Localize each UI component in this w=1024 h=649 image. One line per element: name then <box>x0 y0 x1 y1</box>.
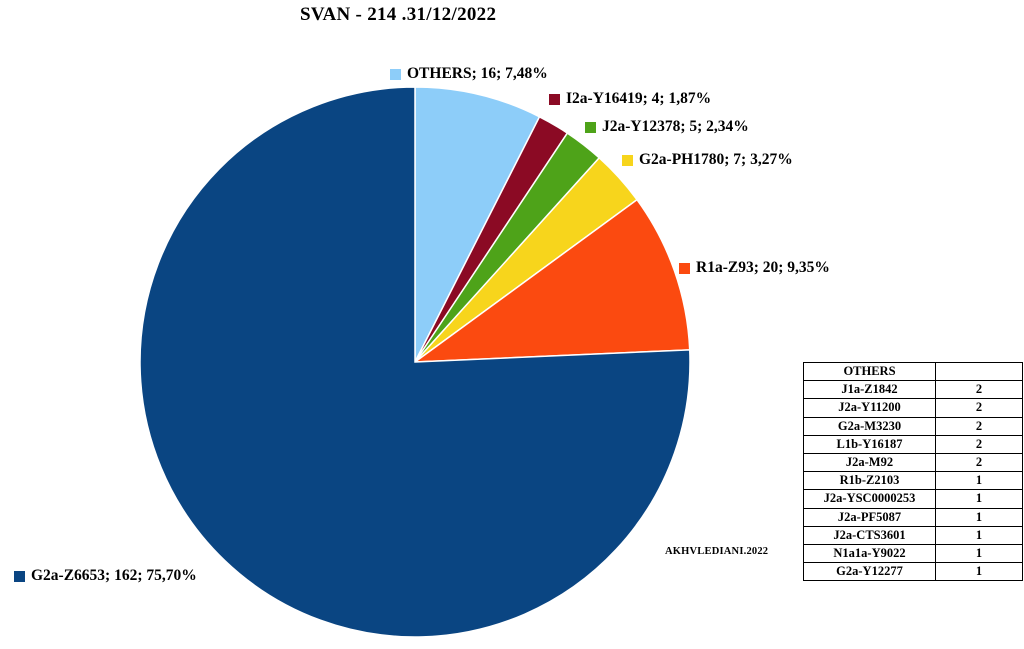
table-cell-name: J2a-Y11200 <box>803 398 936 418</box>
table-cell-count: 1 <box>935 525 1023 545</box>
table-cell-count: 1 <box>935 543 1023 564</box>
others-table-header: OTHERS <box>803 361 1023 382</box>
table-cell-count: 1 <box>935 507 1023 527</box>
legend-swatch <box>14 570 25 582</box>
table-row: J2a-YSC0000253 1 <box>803 489 1023 509</box>
pie-slice-g2a-z6653 <box>139 86 691 638</box>
table-cell-name: J2a-CTS3601 <box>803 525 936 545</box>
table-cell-name: L1b-Y16187 <box>803 434 936 454</box>
others-header-label: OTHERS <box>803 361 936 382</box>
data-label-g2a-ph1780: G2a-PH1780; 7; 3,27% <box>622 151 793 169</box>
watermark: AKHVLEDIANI.2022 <box>665 546 769 557</box>
legend-swatch <box>549 93 560 105</box>
data-label-r1a-z93: R1a-Z93; 20; 9,35% <box>679 259 830 277</box>
legend-swatch <box>679 262 690 274</box>
table-row: J2a-CTS3601 1 <box>803 525 1023 545</box>
table-row: J2a-M92 2 <box>803 452 1023 473</box>
table-row: N1a1a-Y9022 1 <box>803 543 1023 564</box>
data-label-text: J2a-Y12378; 5; 2,34% <box>602 118 749 135</box>
table-cell-count: 2 <box>935 434 1023 454</box>
others-header-value <box>935 361 1023 382</box>
table-cell-name: J1a-Z1842 <box>803 380 936 400</box>
table-row: G2a-M3230 2 <box>803 416 1023 436</box>
table-cell-name: R1b-Z2103 <box>803 471 936 491</box>
table-row: J2a-Y11200 2 <box>803 398 1023 418</box>
table-cell-name: N1a1a-Y9022 <box>803 543 936 564</box>
data-label-text: OTHERS; 16; 7,48% <box>407 65 548 82</box>
table-row: R1b-Z2103 1 <box>803 471 1023 491</box>
table-cell-count: 2 <box>935 452 1023 473</box>
data-label-text: R1a-Z93; 20; 9,35% <box>696 259 830 276</box>
table-cell-count: 2 <box>935 416 1023 436</box>
table-cell-name: J2a-YSC0000253 <box>803 489 936 509</box>
data-label-others: OTHERS; 16; 7,48% <box>390 65 548 83</box>
table-cell-count: 2 <box>935 380 1023 400</box>
data-label-j2a-y12378: J2a-Y12378; 5; 2,34% <box>585 118 749 136</box>
table-cell-name: J2a-PF5087 <box>803 507 936 527</box>
table-cell-count: 1 <box>935 471 1023 491</box>
data-label-text: G2a-Z6653; 162; 75,70% <box>31 567 197 584</box>
legend-swatch <box>622 154 633 166</box>
table-cell-count: 1 <box>935 562 1023 582</box>
legend-swatch <box>585 121 596 133</box>
chart-title: SVAN - 214 .31/12/2022 <box>300 4 497 25</box>
table-row: J2a-PF5087 1 <box>803 507 1023 527</box>
table-row: J1a-Z1842 2 <box>803 380 1023 400</box>
data-label-i2a-y16419: I2a-Y16419; 4; 1,87% <box>549 90 711 108</box>
data-label-text: G2a-PH1780; 7; 3,27% <box>639 151 793 168</box>
table-row: G2a-Y12277 1 <box>803 562 1023 582</box>
legend-swatch <box>390 68 401 80</box>
others-table-body: OTHERS J1a-Z1842 2 J2a-Y11200 2 G2a-M3230 2 L1… <box>803 361 1023 582</box>
data-label-text: I2a-Y16419; 4; 1,87% <box>566 90 712 107</box>
data-label-g2a-z6653: G2a-Z6653; 162; 75,70% <box>14 567 197 585</box>
table-cell-name: J2a-M92 <box>803 452 936 473</box>
pie-slice-r1a-z93 <box>412 198 691 363</box>
table-cell-name: G2a-Y12277 <box>803 562 936 582</box>
table-cell-count: 1 <box>935 489 1023 509</box>
pie-slice-others <box>414 86 541 363</box>
table-cell-count: 2 <box>935 398 1023 418</box>
others-table: OTHERS J1a-Z1842 2 J2a-Y11200 2 G2a-M3230 2 L1… <box>803 361 1023 582</box>
table-cell-name: G2a-M3230 <box>803 416 936 436</box>
table-row: L1b-Y16187 2 <box>803 434 1023 454</box>
